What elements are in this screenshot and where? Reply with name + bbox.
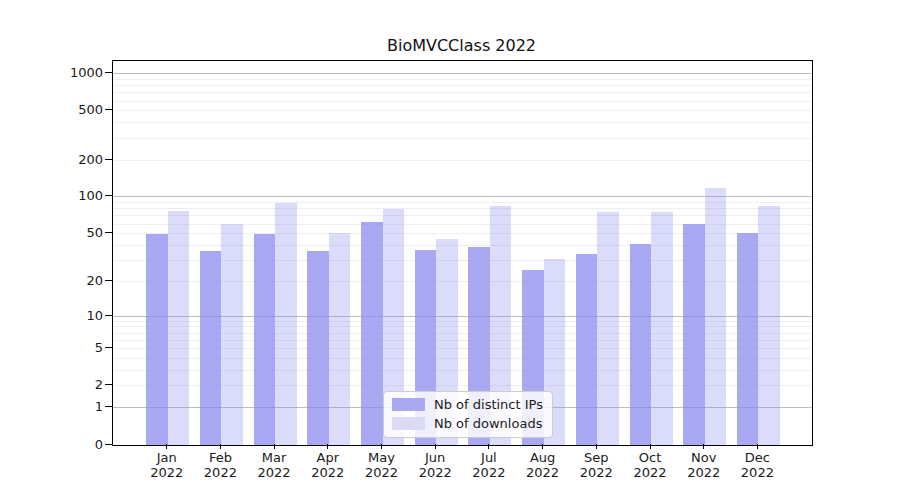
x-tick-mark-apr	[327, 444, 328, 449]
gridline-minor-400	[113, 122, 812, 123]
legend-entry-downloads: Nb of downloads	[392, 416, 543, 431]
y-tick-mark-0	[105, 444, 112, 445]
y-tick-mark-10	[105, 315, 112, 316]
gridline-minor-600	[113, 101, 812, 102]
x-tick-label-sep: Sep 2022	[565, 450, 627, 480]
y-tick-label-1000: 1000	[28, 65, 103, 80]
x-tick-label-dec: Dec 2022	[726, 450, 788, 480]
y-tick-label-50: 50	[28, 225, 103, 240]
y-tick-mark-1000	[105, 72, 112, 73]
y-tick-label-500: 500	[28, 102, 103, 117]
x-tick-mark-oct	[650, 444, 651, 449]
x-tick-label-jul: Jul 2022	[458, 450, 520, 480]
bar-distinct-ips-jan	[146, 234, 168, 445]
y-tick-mark-100	[105, 195, 112, 196]
y-tick-mark-20	[105, 280, 112, 281]
bar-distinct-ips-mar	[254, 234, 276, 445]
y-tick-label-5: 5	[28, 340, 103, 355]
x-tick-mark-may	[381, 444, 382, 449]
x-tick-label-oct: Oct 2022	[619, 450, 681, 480]
y-tick-label-20: 20	[28, 273, 103, 288]
gridline-minor-800	[113, 85, 812, 86]
y-tick-mark-500	[105, 109, 112, 110]
plot-area	[112, 60, 813, 446]
y-tick-mark-2	[105, 384, 112, 385]
y-tick-mark-5	[105, 347, 112, 348]
x-tick-label-feb: Feb 2022	[189, 450, 251, 480]
bar-distinct-ips-sep	[576, 254, 598, 445]
legend-label-distinct-ips: Nb of distinct IPs	[434, 397, 543, 412]
bar-downloads-dec	[758, 206, 780, 445]
bar-downloads-mar	[275, 203, 297, 445]
bar-distinct-ips-apr	[307, 251, 329, 445]
legend-entry-distinct-ips: Nb of distinct IPs	[392, 397, 543, 412]
x-tick-mark-aug	[542, 444, 543, 449]
x-tick-mark-dec	[757, 444, 758, 449]
bar-downloads-oct	[651, 212, 673, 445]
bar-distinct-ips-nov	[683, 224, 705, 445]
x-tick-label-aug: Aug 2022	[512, 450, 574, 480]
bar-distinct-ips-feb	[200, 251, 222, 445]
x-tick-label-may: May 2022	[351, 450, 413, 480]
gridline-minor-200	[113, 160, 812, 161]
gridline-minor-700	[113, 92, 812, 93]
gridline-major-1000	[113, 73, 812, 74]
y-tick-label-1: 1	[28, 399, 103, 414]
gridline-minor-900	[113, 79, 812, 80]
gridline-minor-300	[113, 138, 812, 139]
x-tick-mark-nov	[703, 444, 704, 449]
y-tick-label-200: 200	[28, 152, 103, 167]
x-tick-mark-jul	[488, 444, 489, 449]
y-tick-label-0: 0	[28, 437, 103, 452]
legend-swatch-distinct-ips	[392, 398, 425, 411]
bar-downloads-feb	[221, 224, 243, 445]
y-tick-label-2: 2	[28, 377, 103, 392]
gridline-minor-500	[113, 110, 812, 111]
bar-downloads-jan	[168, 211, 190, 445]
y-tick-mark-200	[105, 159, 112, 160]
x-tick-label-jun: Jun 2022	[404, 450, 466, 480]
x-tick-mark-jan	[166, 444, 167, 449]
x-tick-label-mar: Mar 2022	[243, 450, 305, 480]
legend-label-downloads: Nb of downloads	[434, 416, 542, 431]
chart-canvas: BioMVCClass 2022 Nb of distinct IPs Nb o…	[0, 0, 900, 500]
bar-downloads-apr	[329, 233, 351, 445]
y-tick-label-100: 100	[28, 188, 103, 203]
legend-swatch-downloads	[392, 417, 425, 430]
x-tick-label-nov: Nov 2022	[673, 450, 735, 480]
y-tick-mark-1	[105, 406, 112, 407]
legend: Nb of distinct IPs Nb of downloads	[383, 391, 553, 438]
x-tick-mark-jun	[435, 444, 436, 449]
bar-downloads-nov	[705, 188, 727, 445]
bar-distinct-ips-oct	[630, 244, 652, 445]
x-tick-label-apr: Apr 2022	[297, 450, 359, 480]
y-tick-mark-50	[105, 232, 112, 233]
x-tick-mark-sep	[596, 444, 597, 449]
x-tick-mark-mar	[274, 444, 275, 449]
bar-distinct-ips-may	[361, 222, 383, 445]
bar-distinct-ips-dec	[737, 233, 759, 445]
x-tick-label-jan: Jan 2022	[136, 450, 198, 480]
x-tick-mark-feb	[220, 444, 221, 449]
chart-title: BioMVCClass 2022	[112, 36, 811, 55]
y-tick-label-10: 10	[28, 308, 103, 323]
bar-downloads-sep	[597, 212, 619, 445]
